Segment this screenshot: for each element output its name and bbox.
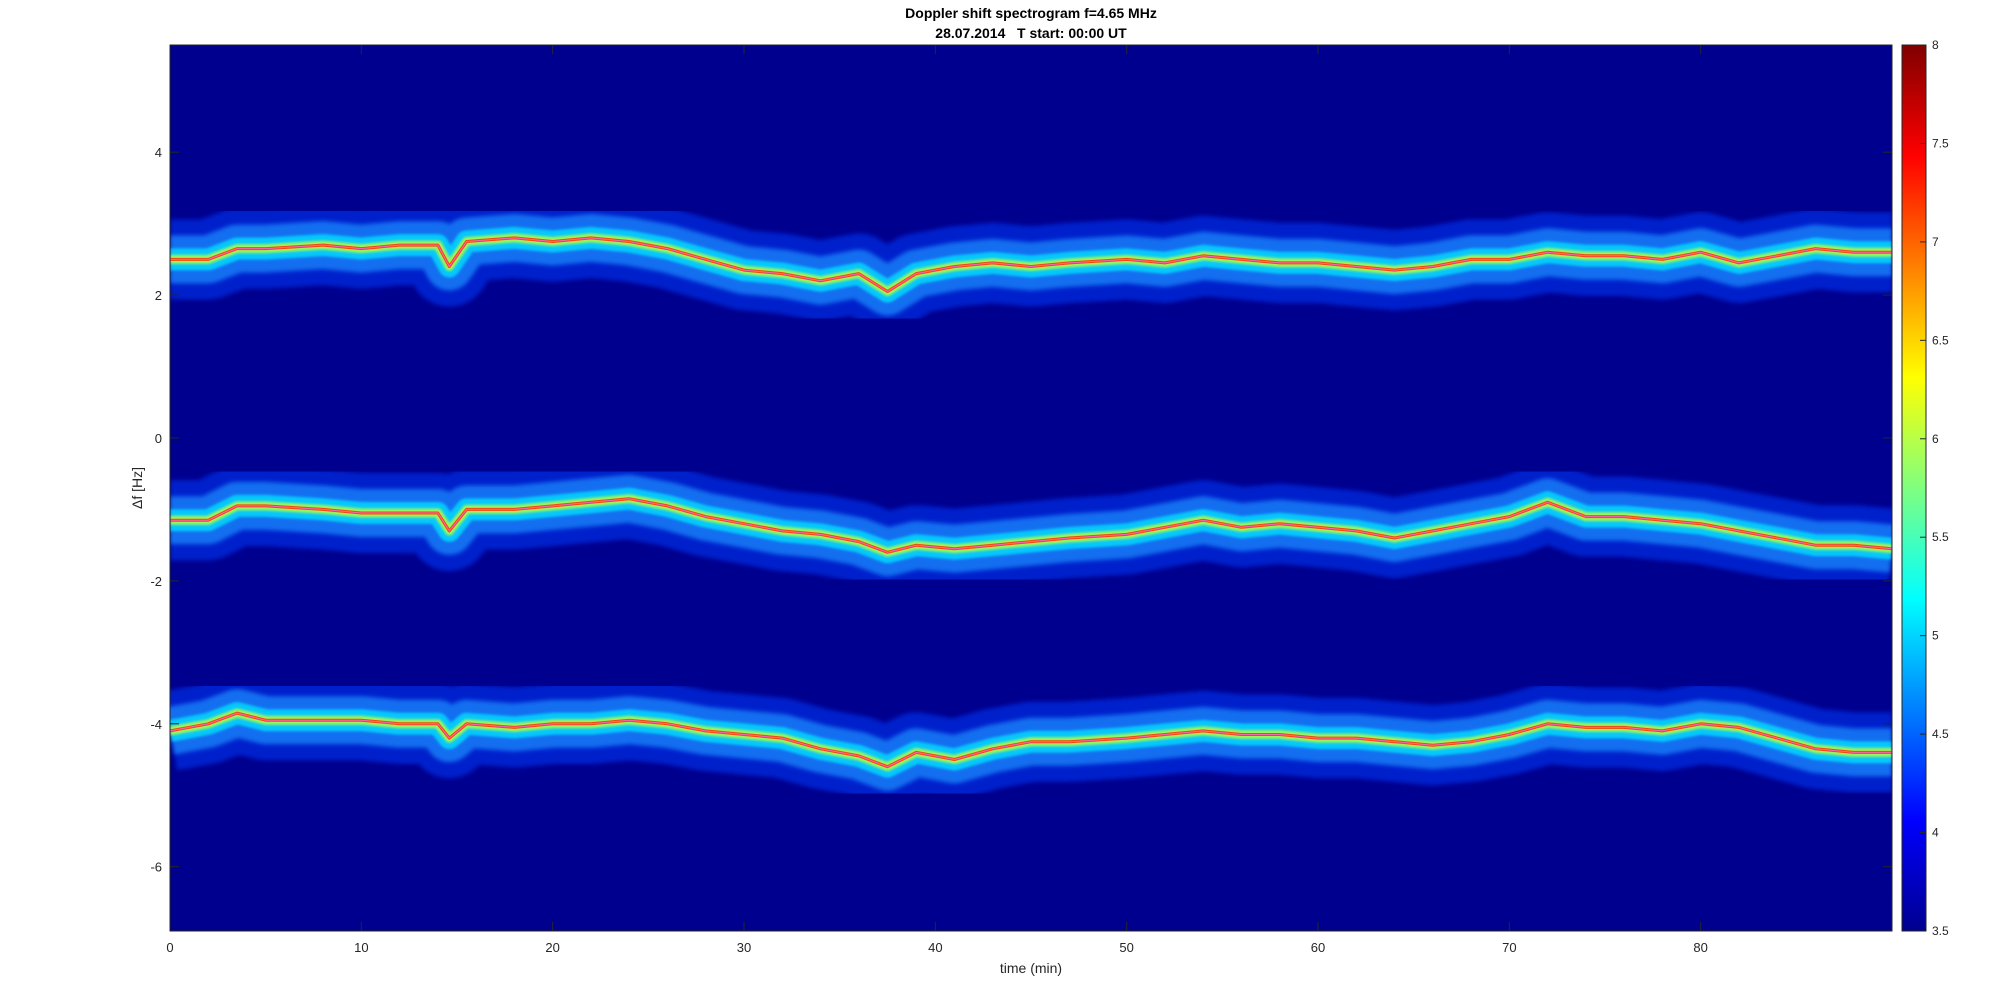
spectral-band-2 (170, 458, 1892, 593)
x-tick-label: 80 (1693, 940, 1707, 955)
chart-subtitle: 28.07.2014 T start: 00:00 UT (935, 25, 1127, 41)
spectral-band-1 (170, 197, 1892, 332)
x-tick-label: 20 (545, 940, 559, 955)
colorbar-tick-label: 6.5 (1932, 333, 1949, 347)
x-axis-label: time (min) (1000, 960, 1062, 976)
y-tick-label: -6 (150, 860, 162, 875)
colorbar-tick-label: 4.5 (1932, 727, 1949, 741)
colorbar-tick-label: 7 (1932, 235, 1939, 249)
x-tick-label: 40 (928, 940, 942, 955)
x-axis: 0 10 20 30 40 50 60 70 80 (166, 45, 1708, 955)
y-tick-label: 4 (155, 145, 162, 160)
y-tick-label: -4 (150, 717, 162, 732)
colorbar-tick-label: 5 (1932, 629, 1939, 643)
x-tick-label: 0 (166, 940, 173, 955)
colorbar-tick-label: 6 (1932, 432, 1939, 446)
band-trace-line (170, 498, 1892, 553)
y-tick-label: 2 (155, 288, 162, 303)
colorbar-tick-label: 8 (1932, 38, 1939, 52)
chart-title: Doppler shift spectrogram f=4.65 MHz (905, 5, 1157, 21)
colorbar-tick-label: 4 (1932, 826, 1939, 840)
spectral-bands (170, 197, 1892, 807)
plot-frame (169, 44, 1893, 932)
y-axis-label: Δf [Hz] (129, 467, 145, 509)
x-tick-label: 30 (737, 940, 751, 955)
y-tick-label: 0 (155, 431, 162, 446)
spectral-band-3 (170, 673, 1892, 807)
y-tick-label: -2 (150, 574, 162, 589)
x-tick-label: 10 (354, 940, 368, 955)
x-tick-label: 70 (1502, 940, 1516, 955)
x-tick-label: 50 (1119, 940, 1133, 955)
colorbar-ticks: 8 7.5 7 6.5 6 5.5 5 4.5 4 3.5 (1920, 38, 1949, 938)
colorbar-tick-label: 7.5 (1932, 136, 1949, 150)
y-axis: 4 2 0 -2 -4 -6 (150, 145, 1892, 875)
plot-area (169, 44, 1893, 932)
x-tick-label: 60 (1311, 940, 1325, 955)
colorbar-tick-label: 5.5 (1932, 530, 1949, 544)
band-trace-line (170, 237, 1892, 292)
band-trace-line (170, 712, 1892, 768)
colorbar: 8 7.5 7 6.5 6 5.5 5 4.5 4 3.5 (1901, 38, 1949, 938)
colorbar-tick-label: 3.5 (1932, 924, 1949, 938)
colorbar-gradient (1901, 44, 1927, 932)
